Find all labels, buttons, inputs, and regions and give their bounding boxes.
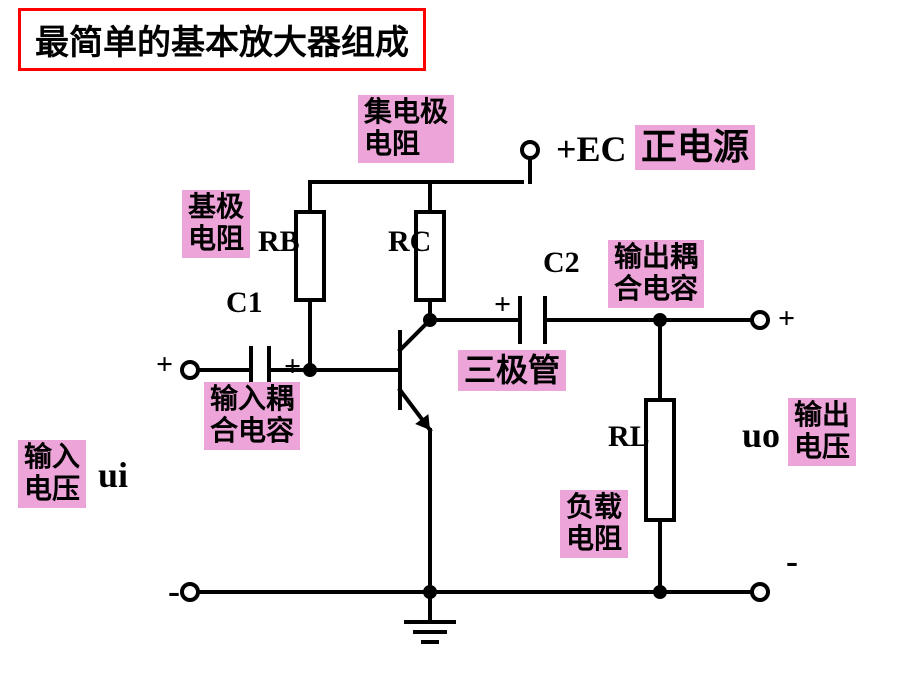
label-collector-resistor: 集电极 电阻 <box>358 95 454 163</box>
label-base-resistor: 基极 电阻 <box>182 190 250 258</box>
label-input-cap: 输入耦 合电容 <box>204 382 300 450</box>
minus-in: - <box>168 570 180 612</box>
label-pos-supply: 正电源 <box>635 125 755 170</box>
label-input-voltage: 输入 电压 <box>18 440 86 508</box>
plus-c1: + <box>284 350 301 384</box>
plus-out: + <box>778 302 795 336</box>
sym-rc: RC <box>388 225 431 259</box>
sym-c1: C1 <box>226 286 263 320</box>
label-output-cap: 输出耦 合电容 <box>608 240 704 308</box>
plus-c2: + <box>494 288 511 322</box>
sym-ui: ui <box>98 454 128 496</box>
slide-title: 最简单的基本放大器组成 <box>18 8 426 71</box>
title-text: 最简单的基本放大器组成 <box>35 25 409 62</box>
minus-out: - <box>786 540 798 582</box>
sym-rl: RL <box>608 420 650 454</box>
label-output-voltage: 输出 电压 <box>788 398 856 466</box>
sym-rb: RB <box>258 225 300 259</box>
sym-c2: C2 <box>543 246 580 280</box>
sym-uo: uo <box>742 414 780 456</box>
sym-ec: +EC <box>556 128 627 170</box>
plus-in: + <box>156 348 173 382</box>
circuit-diagram <box>0 0 920 690</box>
label-transistor: 三极管 <box>458 350 566 391</box>
label-load-resistor: 负载 电阻 <box>560 490 628 558</box>
